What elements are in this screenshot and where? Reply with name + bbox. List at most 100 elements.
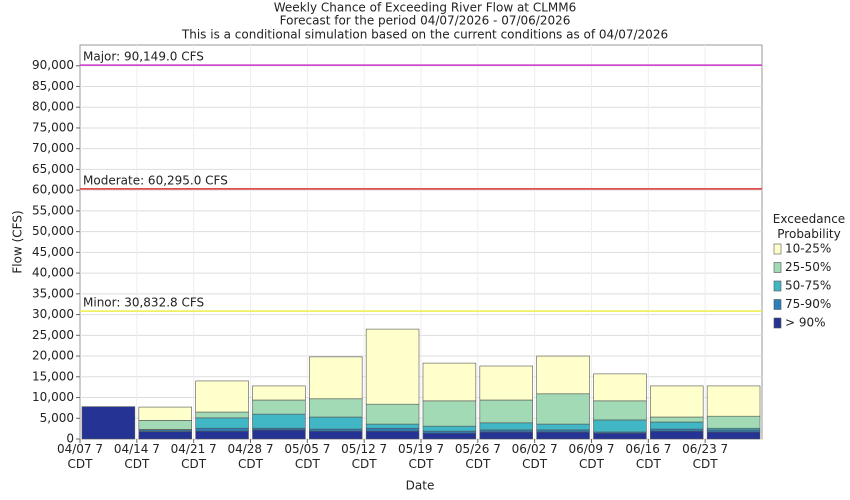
x-tick-label: 06/23 7 CDT bbox=[682, 442, 729, 471]
legend-label: 10-25% bbox=[785, 242, 831, 256]
threshold-label: Minor: 30,832.8 CFS bbox=[83, 296, 204, 310]
legend-label: > 90% bbox=[785, 316, 826, 330]
bar-segment bbox=[536, 429, 590, 433]
bar-segment bbox=[479, 422, 533, 431]
bar-segment bbox=[536, 423, 590, 431]
bar-segment bbox=[479, 399, 533, 424]
x-tick-label: 05/12 7 CDT bbox=[341, 442, 388, 471]
y-tick-label: 75,000 bbox=[32, 120, 74, 134]
bar-segment bbox=[479, 431, 533, 440]
bar-segment bbox=[706, 415, 761, 429]
bar-segment bbox=[309, 428, 363, 432]
y-tick-label: 45,000 bbox=[32, 245, 74, 259]
x-tick-label: 05/05 7 CDT bbox=[284, 442, 331, 471]
bar-segment bbox=[706, 431, 761, 440]
y-tick-label: 35,000 bbox=[32, 286, 74, 300]
bar-segment bbox=[593, 432, 647, 440]
bar-segment bbox=[365, 430, 420, 440]
bar-segment bbox=[365, 427, 420, 432]
bar-segment bbox=[422, 430, 477, 434]
y-tick-label: 50,000 bbox=[32, 224, 74, 238]
y-tick-label: 0 bbox=[66, 432, 74, 446]
bar-segment bbox=[650, 416, 704, 423]
x-axis-label: Date bbox=[406, 479, 435, 493]
legend-title: Exceedance Probability bbox=[772, 212, 846, 241]
bar-segment bbox=[195, 427, 249, 432]
bar-segment bbox=[252, 429, 306, 440]
bar-segment bbox=[252, 399, 306, 415]
bar-segment bbox=[706, 429, 761, 433]
y-tick-label: 55,000 bbox=[32, 203, 74, 217]
y-axis-label: Flow (CFS) bbox=[11, 210, 25, 273]
bar-segment bbox=[536, 393, 590, 425]
y-tick-label: 30,000 bbox=[32, 307, 74, 321]
bar-segment bbox=[138, 406, 192, 421]
bar-segment bbox=[650, 428, 704, 432]
bar-segment bbox=[422, 400, 477, 427]
chart-note: This is a conditional simulation based o… bbox=[181, 28, 668, 42]
bar-segment bbox=[479, 429, 533, 433]
y-tick-label: 65,000 bbox=[32, 162, 74, 176]
bar-segment bbox=[536, 431, 590, 440]
threshold-label: Major: 90,149.0 CFS bbox=[83, 50, 204, 64]
y-tick-label: 10,000 bbox=[32, 390, 74, 404]
bar-segment bbox=[195, 417, 249, 429]
bar-segment bbox=[195, 430, 249, 440]
y-tick-label: 90,000 bbox=[32, 58, 74, 72]
bar-segment bbox=[650, 430, 704, 440]
legend-label: 75-90% bbox=[785, 297, 831, 311]
bar-segment bbox=[252, 413, 306, 429]
legend-swatch bbox=[773, 299, 782, 310]
bar-segment bbox=[365, 423, 420, 429]
bar-segment bbox=[365, 328, 420, 405]
bar-segment bbox=[593, 400, 647, 421]
legend-swatch bbox=[773, 262, 782, 273]
legend-label: 50-75% bbox=[785, 279, 831, 293]
legend-swatch bbox=[773, 317, 782, 329]
bar-segment bbox=[479, 365, 533, 401]
bar-segment bbox=[309, 398, 363, 418]
x-tick-label: 06/02 7 CDT bbox=[511, 442, 558, 471]
bar-segment bbox=[81, 406, 136, 440]
bar-segment bbox=[195, 380, 249, 413]
bar-segment bbox=[309, 356, 363, 400]
y-tick-label: 70,000 bbox=[32, 141, 74, 155]
legend-swatch bbox=[773, 243, 782, 255]
x-tick-label: 05/26 7 CDT bbox=[454, 442, 501, 471]
legend-swatch bbox=[773, 280, 782, 292]
y-tick-label: 60,000 bbox=[32, 183, 74, 197]
x-tick-label: 05/19 7 CDT bbox=[397, 442, 445, 471]
bar-segment bbox=[536, 355, 590, 395]
bar-segment bbox=[365, 403, 420, 425]
y-tick-label: 15,000 bbox=[32, 369, 74, 383]
y-tick-label: 40,000 bbox=[32, 266, 74, 280]
y-tick-label: 5,000 bbox=[40, 411, 74, 425]
bar-segment bbox=[650, 385, 704, 418]
bar-segment bbox=[309, 416, 363, 430]
x-tick-label: 06/09 7 CDT bbox=[568, 442, 615, 471]
y-tick-label: 85,000 bbox=[32, 79, 74, 93]
bar-segment bbox=[422, 432, 477, 440]
threshold-label: Moderate: 60,295.0 CFS bbox=[83, 173, 228, 187]
bar-segment bbox=[138, 420, 192, 430]
bar-segment bbox=[593, 373, 647, 402]
bar-segment bbox=[706, 385, 761, 417]
chart-title: Weekly Chance of Exceeding River Flow at… bbox=[274, 1, 576, 15]
x-tick-label: 04/28 7 CDT bbox=[227, 442, 274, 471]
bar-segment bbox=[650, 421, 704, 430]
chart-subtitle: Forecast for the period 04/07/2026 - 07/… bbox=[280, 14, 571, 28]
bar-segment bbox=[195, 411, 249, 419]
bar-segment bbox=[252, 385, 306, 401]
bar-segment bbox=[593, 419, 647, 433]
y-tick-label: 25,000 bbox=[32, 328, 74, 342]
y-tick-label: 80,000 bbox=[32, 100, 74, 114]
x-tick-label: 04/14 7 CDT bbox=[113, 442, 160, 471]
bar-segment bbox=[422, 425, 477, 432]
bar-segment bbox=[138, 431, 192, 440]
x-tick-label: 06/16 7 CDT bbox=[625, 442, 672, 471]
x-tick-label: 04/07 7 CDT bbox=[56, 442, 104, 471]
legend-label: 25-50% bbox=[785, 260, 831, 274]
bar-segment bbox=[422, 362, 477, 402]
